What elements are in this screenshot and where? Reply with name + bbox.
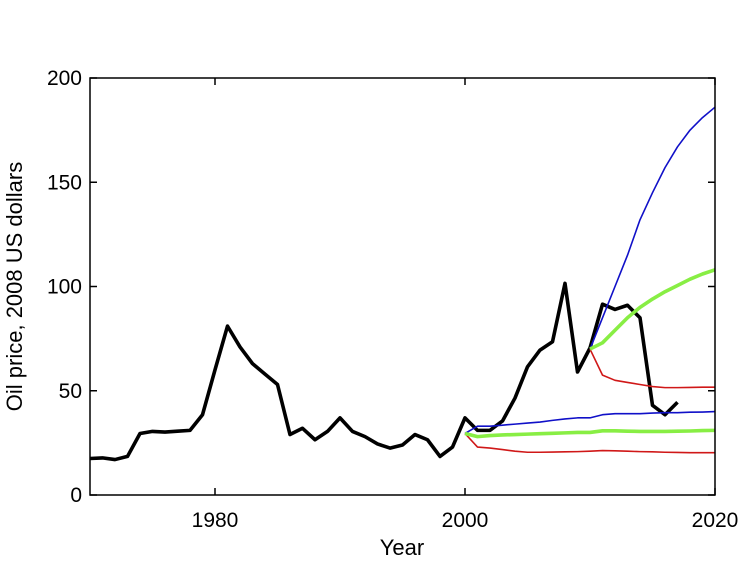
ticks-layer: 1980 2000 2020 0 50 100 150 200 <box>47 67 738 532</box>
series-layer <box>89 106 716 462</box>
y-tick-label: 0 <box>70 484 82 507</box>
series-line-5 <box>589 106 716 350</box>
series-line-4 <box>464 428 716 439</box>
series-line-2 <box>464 410 716 435</box>
series-line-1 <box>89 281 679 462</box>
y-axis-title: Oil price, 2008 US dollars <box>2 162 27 411</box>
series-line-6 <box>589 348 715 389</box>
y-tick-label: 100 <box>47 276 82 299</box>
y-tick-label: 200 <box>47 67 82 90</box>
series-line-3 <box>464 432 715 454</box>
y-tick-label: 150 <box>47 171 82 194</box>
x-tick-label: 2000 <box>442 509 489 532</box>
x-axis-title: Year <box>380 535 424 560</box>
x-tick-label: 2020 <box>692 509 739 532</box>
y-tick-label: 50 <box>59 380 82 403</box>
series-line-7 <box>589 268 716 351</box>
x-tick-label: 1980 <box>192 509 239 532</box>
